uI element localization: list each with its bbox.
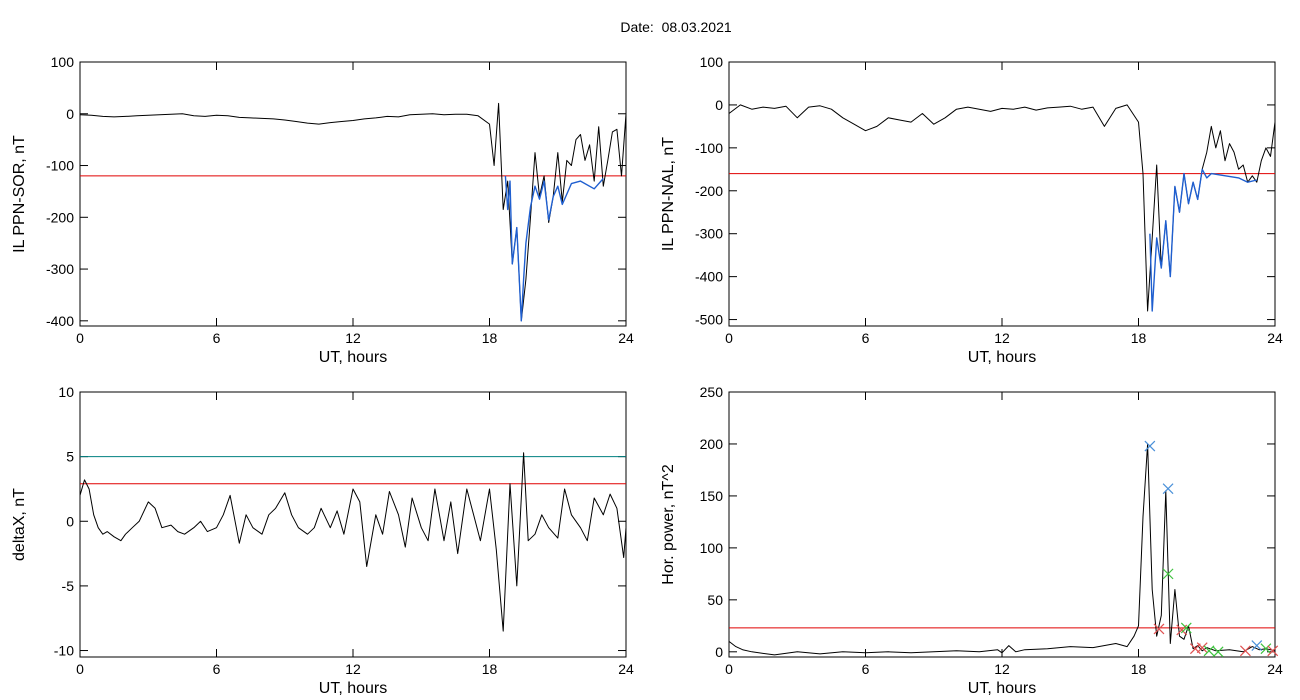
x-marker	[1251, 640, 1263, 651]
x-tick-label: 12	[994, 330, 1010, 346]
plot-frame	[728, 391, 1276, 658]
x-tick-label: 0	[725, 330, 733, 346]
y-tick-label: 100	[700, 54, 724, 70]
x-axis-label: UT, hours	[968, 680, 1036, 697]
y-tick-label: -200	[695, 183, 723, 199]
chart-panel-power: 0 6 12 18 24 0 50 100 150 200 250 UT, hours Hor. pow…	[660, 384, 1283, 697]
x-tick-label: 24	[618, 330, 634, 346]
y-tick-label: 200	[700, 436, 724, 452]
y-tick-label: 100	[51, 54, 75, 70]
y-tick-label: 0	[715, 97, 723, 113]
y-tick-label: -500	[695, 312, 723, 328]
y-tick-label: 50	[707, 592, 723, 608]
x-marker-stroke	[1180, 622, 1192, 634]
x-tick-label: 0	[76, 330, 84, 346]
x-tick-label: 18	[482, 661, 498, 677]
x-marker	[1196, 642, 1208, 654]
y-tick-label: -10	[54, 643, 74, 659]
y-tick-label: -300	[695, 226, 723, 242]
x-tick-label: 12	[345, 330, 361, 346]
highlight-series-line	[504, 175, 604, 322]
x-tick-label: 18	[482, 330, 498, 346]
series-line	[79, 102, 627, 322]
y-axis-label: IL PPN-NAL, nT	[660, 137, 677, 251]
x-marker	[1153, 623, 1165, 635]
y-tick-label: -200	[46, 209, 74, 225]
y-tick-label: -400	[46, 313, 74, 329]
chart-panel-nal: 0 6 12 18 24 -500 -400 -300 -200 -100 0 100 UT, hour…	[660, 54, 1283, 366]
x-marker-stroke	[1260, 643, 1272, 655]
y-tick-label: -100	[695, 140, 723, 156]
series-line	[79, 452, 627, 632]
plot-frame	[79, 391, 627, 658]
x-axis-label: UT, hours	[319, 349, 387, 366]
x-tick-label: 24	[618, 661, 634, 677]
x-tick-label: 0	[76, 661, 84, 677]
x-marker-stroke	[1162, 568, 1174, 580]
x-marker	[1203, 645, 1215, 657]
y-tick-label: -400	[695, 269, 723, 285]
y-tick-label: 250	[700, 384, 724, 400]
x-marker	[1212, 646, 1224, 658]
y-tick-label: 10	[58, 384, 74, 400]
x-tick-label: 24	[1267, 661, 1283, 677]
x-marker-stroke	[1212, 646, 1224, 658]
series-line	[728, 443, 1276, 656]
y-axis-label: Hor. power, nT^2	[660, 464, 677, 585]
x-tick-label: 24	[1267, 330, 1283, 346]
y-tick-label: -100	[46, 158, 74, 174]
x-marker	[1240, 645, 1251, 657]
x-marker-stroke	[1196, 642, 1208, 654]
y-tick-label: -300	[46, 261, 74, 277]
x-marker-stroke	[1189, 643, 1201, 655]
x-marker-stroke	[1267, 645, 1279, 657]
x-axis-label: UT, hours	[968, 349, 1036, 366]
x-marker	[1189, 643, 1201, 655]
x-marker	[1144, 440, 1156, 452]
y-tick-label: -5	[62, 578, 75, 594]
x-tick-label: 6	[862, 661, 870, 677]
y-axis-label: IL PPN-SOR, nT	[11, 135, 28, 253]
y-tick-label: 100	[700, 540, 724, 556]
x-marker	[1162, 483, 1174, 495]
y-tick-label: 0	[66, 106, 74, 122]
series-line	[728, 104, 1276, 312]
x-tick-label: 6	[213, 330, 221, 346]
y-tick-label: 0	[66, 513, 74, 529]
x-marker-stroke	[1251, 640, 1263, 651]
x-tick-label: 6	[213, 661, 221, 677]
plot-frame	[79, 61, 627, 327]
x-marker	[1162, 568, 1174, 580]
x-marker-stroke	[1144, 440, 1156, 452]
page-title: Date: 08.03.2021	[620, 19, 732, 35]
x-marker-stroke	[1162, 483, 1174, 495]
x-tick-label: 12	[345, 661, 361, 677]
x-marker	[1267, 645, 1279, 657]
x-marker	[1260, 643, 1272, 655]
x-axis-label: UT, hours	[319, 680, 387, 697]
x-marker-stroke	[1240, 645, 1251, 657]
highlight-series-line	[1149, 168, 1257, 312]
plot-frame	[728, 61, 1276, 327]
x-tick-label: 12	[994, 661, 1010, 677]
x-marker-stroke	[1153, 623, 1165, 635]
chart-panel-sor: 0 6 12 18 24 -400 -300 -200 -100 0 100 UT, hours IL …	[11, 54, 634, 366]
x-tick-label: 6	[862, 330, 870, 346]
x-tick-label: 0	[725, 661, 733, 677]
y-tick-label: 0	[715, 644, 723, 660]
y-axis-label: deltaX, nT	[11, 488, 28, 561]
x-marker-stroke	[1203, 645, 1215, 657]
x-tick-label: 18	[1131, 661, 1147, 677]
chart-panel-deltax: 0 6 12 18 24 -10 -5 0 5 10 UT, hours deltaX, nT	[11, 384, 634, 697]
x-marker	[1180, 622, 1192, 634]
y-tick-label: 5	[66, 449, 74, 465]
x-tick-label: 18	[1131, 330, 1147, 346]
y-tick-label: 150	[700, 488, 724, 504]
